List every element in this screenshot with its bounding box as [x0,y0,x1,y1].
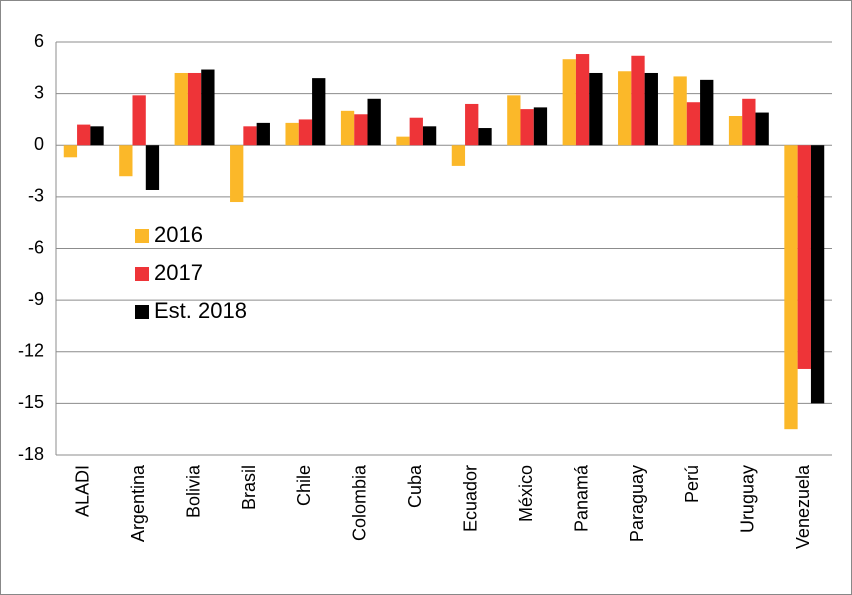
bar [230,145,244,203]
bar [810,145,825,404]
bar [686,102,701,146]
y-tick-label: 6 [34,31,44,51]
bar [174,72,188,146]
x-tick-label: México [516,465,536,522]
x-tick-label: Bolivia [183,464,203,518]
bar [478,128,492,146]
bar [285,122,299,146]
y-tick-label: -3 [28,186,44,206]
bar [298,119,313,146]
bar [312,78,326,146]
bar [187,72,202,146]
bar [354,114,368,146]
y-tick-label: -12 [18,341,44,361]
legend-swatch [135,229,149,243]
legend-swatch [135,305,149,319]
y-tick-label: -9 [28,289,44,309]
bar [589,72,603,146]
bar [396,136,410,146]
x-tick-label: Colombia [350,464,370,541]
bar [243,126,257,146]
x-tick-label: Chile [294,465,314,506]
legend-label: 2016 [154,222,203,247]
y-tick-label: -6 [28,237,44,257]
bar [533,107,548,146]
legend-label: 2017 [154,260,203,285]
bar [367,98,381,146]
bar [562,59,576,146]
bar [451,145,466,166]
x-tick-label: Panamá [571,464,591,532]
y-tick-label: 0 [34,134,44,154]
bar [422,126,437,146]
bar [119,145,133,177]
legend-swatch [135,267,149,281]
bar [63,145,78,158]
x-tick-label: Brasil [239,465,259,510]
bar [700,79,714,146]
x-tick-label: Venezuela [793,464,813,549]
bar [797,145,811,369]
bar [742,98,756,146]
bar [145,145,160,190]
bar [575,54,590,146]
x-tick-label: ALADI [72,465,92,517]
bar [409,117,423,146]
bar [77,124,91,146]
bar [520,109,534,146]
bar [673,76,687,146]
y-tick-label: -15 [18,392,44,412]
x-tick-label: Ecuador [460,465,480,532]
y-tick-label: -18 [18,444,44,464]
bar [507,95,521,146]
y-tick-label: 3 [34,82,44,102]
bar [784,145,798,430]
bar [465,103,479,146]
bar [201,69,215,146]
bar [644,72,658,146]
bar [631,55,645,146]
bar [728,115,743,146]
x-tick-label: Uruguay [738,465,758,533]
bar [90,126,104,146]
bar [256,122,270,146]
legend-label: Est. 2018 [154,298,247,323]
x-tick-label: Perú [682,465,702,503]
x-tick-label: Cuba [405,464,425,508]
bar [132,95,146,146]
x-tick-label: Paraguay [627,465,647,542]
bar [618,71,632,146]
bar [755,112,769,146]
x-tick-label: Argentina [128,464,148,542]
bar [340,110,355,146]
